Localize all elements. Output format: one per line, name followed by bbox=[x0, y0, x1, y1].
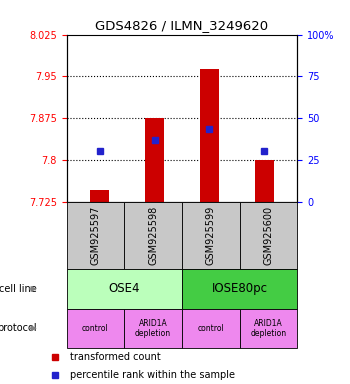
Text: GSM925597: GSM925597 bbox=[90, 205, 100, 265]
Title: GDS4826 / ILMN_3249620: GDS4826 / ILMN_3249620 bbox=[96, 19, 268, 32]
Bar bbox=[240, 202, 298, 269]
Bar bbox=[255, 160, 274, 202]
Text: ARID1A
depletion: ARID1A depletion bbox=[135, 319, 171, 338]
Bar bbox=[182, 269, 298, 309]
Bar bbox=[66, 309, 124, 348]
Text: IOSE80pc: IOSE80pc bbox=[212, 283, 268, 295]
Bar bbox=[66, 202, 124, 269]
Text: control: control bbox=[197, 324, 224, 333]
Bar bbox=[145, 118, 164, 202]
Bar bbox=[66, 269, 182, 309]
Bar bbox=[182, 202, 240, 269]
Text: percentile rank within the sample: percentile rank within the sample bbox=[70, 370, 235, 380]
Bar bbox=[124, 309, 182, 348]
Text: control: control bbox=[82, 324, 109, 333]
Text: ARID1A
depletion: ARID1A depletion bbox=[251, 319, 287, 338]
Bar bbox=[124, 202, 182, 269]
Text: GSM925599: GSM925599 bbox=[206, 205, 216, 265]
Text: GSM925598: GSM925598 bbox=[148, 205, 158, 265]
Text: protocol: protocol bbox=[0, 323, 37, 333]
Bar bbox=[182, 309, 240, 348]
Bar bbox=[200, 69, 219, 202]
Text: cell line: cell line bbox=[0, 284, 37, 294]
Text: transformed count: transformed count bbox=[70, 352, 161, 362]
Bar bbox=[90, 190, 109, 202]
Text: GSM925600: GSM925600 bbox=[264, 206, 274, 265]
Text: OSE4: OSE4 bbox=[108, 283, 140, 295]
Bar bbox=[240, 309, 298, 348]
